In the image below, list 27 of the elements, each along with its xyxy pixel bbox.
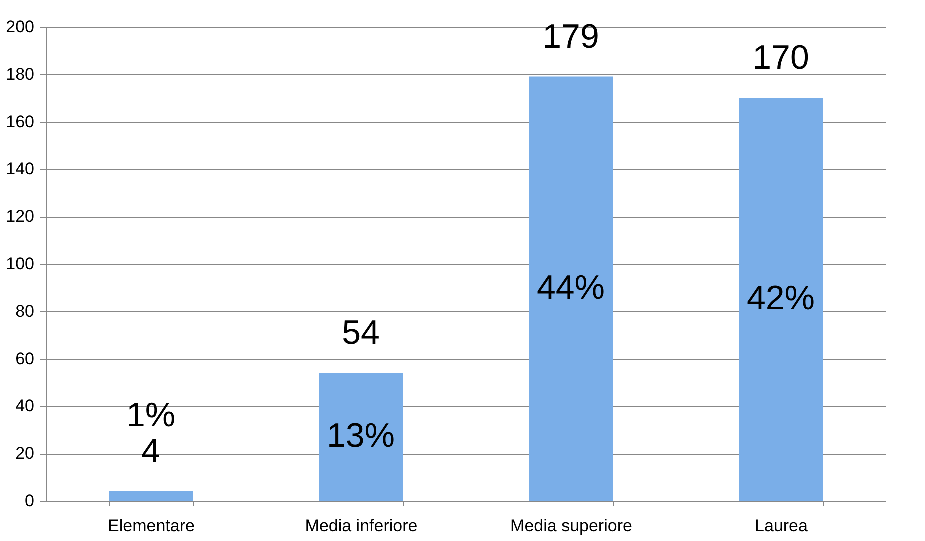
y-tick-label: 40 (16, 396, 34, 416)
x-tick-label: Media superiore (510, 516, 632, 536)
data-label: 179 (542, 18, 600, 56)
data-label: 54 (342, 314, 380, 352)
y-tick-label: 0 (25, 492, 34, 510)
x-tick-label: Elementare (108, 516, 195, 536)
bar (319, 373, 403, 501)
bar (529, 76, 613, 501)
x-tick-label: Laurea (755, 516, 809, 536)
annotation: 1% (126, 396, 176, 435)
annotation: 42% (746, 280, 816, 318)
data-label: 170 (752, 39, 810, 78)
y-tick-label: 80 (16, 302, 34, 321)
data-label: 4 (142, 432, 160, 471)
annotation: 13% (326, 417, 396, 456)
y-tick-label: 200 (6, 18, 34, 36)
annotation: 44% (536, 268, 606, 307)
y-tick-label: 100 (6, 254, 34, 274)
y-tick-label: 160 (6, 112, 34, 132)
y-tick-label: 20 (16, 444, 34, 464)
y-tick-label: 60 (16, 349, 34, 368)
y-tick-label: 140 (6, 160, 34, 179)
x-tick-label: Media inferiore (305, 516, 418, 536)
y-tick-label: 180 (6, 64, 34, 84)
y-tick-label: 120 (6, 207, 34, 226)
bar (739, 98, 823, 501)
bar (109, 492, 193, 501)
